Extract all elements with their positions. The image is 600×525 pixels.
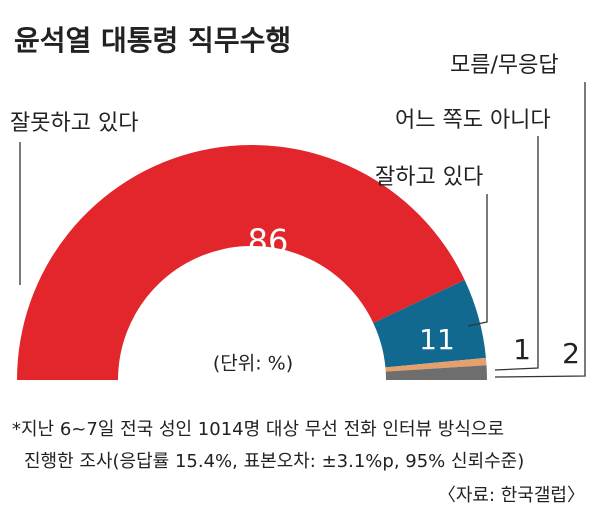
category-label: 모름/무응답 bbox=[450, 53, 559, 78]
footnote: 진행한 조사(응답률 15.4%, 표본오차: ±3.1%p, 95% 신뢰수준… bbox=[24, 451, 524, 472]
category-label: 어느 쪽도 아니다 bbox=[395, 108, 551, 133]
value-label: 86 bbox=[248, 222, 289, 260]
slice bbox=[385, 357, 487, 372]
unit-label: (단위: %) bbox=[213, 353, 293, 375]
value-label: 1 bbox=[513, 333, 531, 366]
leader-line bbox=[467, 194, 488, 327]
slice bbox=[17, 145, 465, 380]
chart-title: 윤석열 대통령 직무수행 bbox=[14, 24, 291, 57]
leader-line bbox=[494, 82, 586, 378]
slice bbox=[385, 365, 487, 380]
leader-line bbox=[494, 136, 539, 371]
slice bbox=[373, 279, 486, 368]
source: 〈자료: 한국갤럽〉 bbox=[438, 485, 585, 506]
value-label: 2 bbox=[562, 337, 580, 370]
footnote: *지난 6~7일 전국 성인 1014명 대상 무선 전화 인터뷰 방식으로 bbox=[12, 419, 504, 440]
category-label: 잘못하고 있다 bbox=[10, 111, 138, 136]
category-label: 잘하고 있다 bbox=[375, 165, 483, 190]
value-label: 11 bbox=[419, 323, 455, 356]
